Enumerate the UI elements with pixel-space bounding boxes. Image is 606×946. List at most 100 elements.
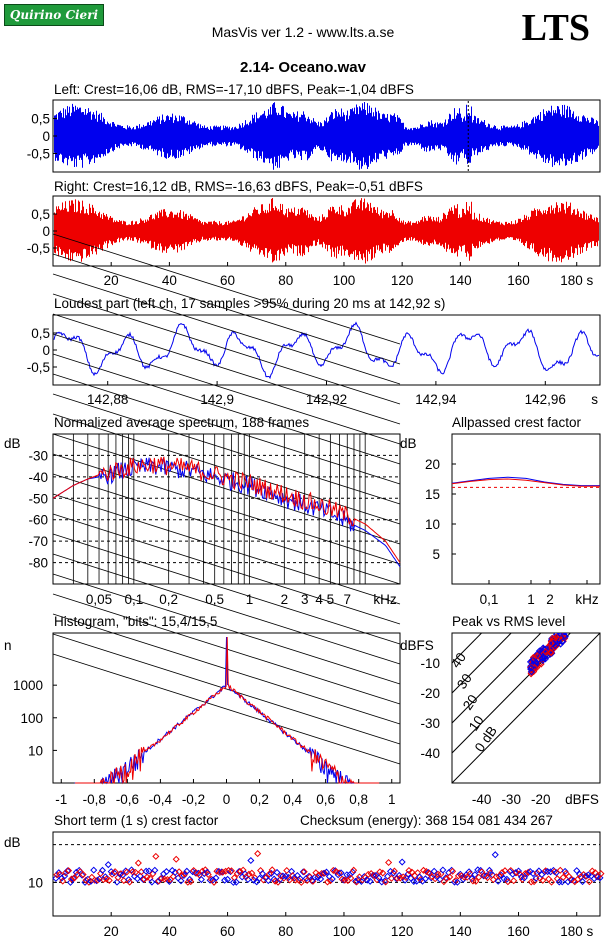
crest-point	[506, 867, 514, 875]
crest-point	[494, 877, 502, 885]
loudest-part-panel: Loudest part (left ch, 17 samples >95% d…	[27, 296, 601, 407]
pvr-title: Peak vs RMS level	[452, 614, 565, 629]
crest-point	[428, 873, 436, 881]
spectrum-title: Normalized average spectrum, 188 frames	[54, 415, 309, 430]
crest-point	[145, 867, 153, 875]
right-waveform-xtick-label: 100	[333, 273, 356, 288]
short-term-crest-panel: Short term (1 s) crest factor Checksum (…	[4, 813, 605, 939]
crest-point	[98, 866, 106, 874]
pvr-xtick-label: -30	[501, 792, 521, 807]
allpass-ytick-label: 10	[425, 517, 440, 532]
crest-point	[198, 867, 206, 875]
crest-xtick-label: 80	[278, 924, 293, 939]
crest-point	[245, 870, 253, 878]
crest-point	[390, 867, 398, 875]
spectrum-left-trace	[52, 456, 401, 568]
allpass-ylabel: dB	[400, 436, 417, 451]
pvr-diagonal	[452, 633, 572, 754]
crest-point	[401, 876, 409, 884]
pvr-point	[539, 656, 547, 664]
histogram-ytick-label: 1000	[13, 678, 43, 693]
left-waveform-trace	[54, 102, 599, 170]
crest-point	[387, 874, 396, 882]
crest-point	[417, 876, 425, 884]
histogram-ytick-label: 100	[20, 711, 43, 726]
histogram-xtick-label: 0,4	[283, 792, 302, 807]
right-waveform-panel: Right: Crest=16,12 dB, RMS=-16,63 dBFS, …	[27, 179, 601, 288]
crest-point	[317, 875, 325, 883]
spectrum-xtick-label: 0,2	[159, 592, 178, 607]
loudest-part-xtick-label: s	[591, 392, 598, 407]
loudest-part-xticks: 142,88 142,9 142,92 142,94 142,96 s	[87, 381, 601, 407]
crest-point	[486, 869, 494, 877]
short-term-crest-frame	[52, 831, 601, 917]
crest-point	[268, 866, 276, 874]
loudest-part-xtick-label: 142,94	[415, 392, 457, 407]
right-waveform-xtick-label: 40	[162, 273, 177, 288]
histogram-xtick-label: 0,6	[316, 792, 335, 807]
crest-point	[227, 867, 236, 875]
crest-point	[65, 867, 73, 875]
crest-point	[212, 874, 220, 882]
crest-point	[201, 866, 209, 874]
spectrum-xticks: 0,05 0,1 0,2 0,5 1 2 3 4 5 7 kHz	[86, 592, 397, 607]
left-waveform-ytick-label: -0,5	[27, 147, 50, 162]
allpass-right-trace	[451, 478, 600, 487]
crest-point	[576, 870, 584, 878]
crest-point	[548, 878, 556, 886]
pvr-ytick-label: -10	[420, 656, 440, 671]
crest-point	[323, 878, 332, 886]
crest-point	[539, 876, 547, 884]
crest-point	[221, 876, 229, 884]
spectrum-slope-line	[52, 373, 401, 485]
spectrum-slope-line	[52, 253, 401, 365]
crest-xtick-label: 20	[104, 924, 119, 939]
crest-point	[152, 852, 160, 860]
crest-point	[366, 877, 374, 885]
crest-point	[443, 875, 451, 883]
file-title: 2.14- Oceano.wav	[240, 59, 366, 76]
crest-point	[297, 878, 305, 886]
crest-point	[504, 878, 512, 886]
pvr-point	[547, 649, 555, 657]
crest-point	[593, 873, 601, 881]
allpass-panel: Allpassed crest factor dB 20 15 10 5 0,1 1 2 k…	[400, 415, 601, 607]
crest-point	[282, 872, 290, 880]
loudest-part-ytick-label: 0	[42, 343, 50, 358]
pvr-point	[534, 652, 542, 660]
crest-point	[573, 867, 581, 875]
crest-point	[137, 868, 145, 876]
crest-point	[416, 873, 424, 881]
loudest-part-xtick-label: 142,88	[87, 392, 128, 407]
crest-point	[236, 868, 244, 876]
pvr-ytick-label: -30	[420, 716, 440, 731]
crest-point	[253, 878, 261, 886]
pvr-xtick-label: -20	[531, 792, 551, 807]
crest-point	[326, 877, 334, 885]
loudest-part-xtick-label: 142,96	[525, 392, 566, 407]
spectrum-ytick-label: -40	[28, 470, 48, 485]
crest-point	[286, 876, 294, 884]
crest-ylabel: dB	[4, 835, 21, 850]
crest-point	[79, 871, 87, 879]
quirino-cieri-logo: Quirino Cieri	[4, 4, 104, 26]
crest-point	[183, 867, 191, 875]
crest-point	[224, 875, 232, 883]
pvr-ytick-label: -20	[420, 686, 440, 701]
histogram-ylabel: n	[4, 638, 12, 653]
crest-point	[280, 874, 288, 882]
right-waveform-xticks: 20 40 60 80 100 120 140 160 180 s	[104, 262, 593, 288]
loudest-part-xtick-label: 142,9	[200, 392, 234, 407]
pvr-point	[556, 633, 564, 637]
allpass-xtick-label: kHz	[575, 592, 598, 607]
histogram-xtick-label: -0,8	[83, 792, 106, 807]
right-waveform-xtick-label: 160	[507, 273, 530, 288]
right-waveform-yticks: 0,5 0 -0,5	[27, 207, 57, 256]
crest-point	[376, 868, 384, 876]
spectrum-slope-line	[52, 273, 401, 385]
spectrum-slope-line	[52, 533, 401, 645]
pvr-point	[527, 664, 535, 672]
crest-xtick-label: 180 s	[560, 924, 593, 939]
crest-point	[102, 875, 110, 883]
